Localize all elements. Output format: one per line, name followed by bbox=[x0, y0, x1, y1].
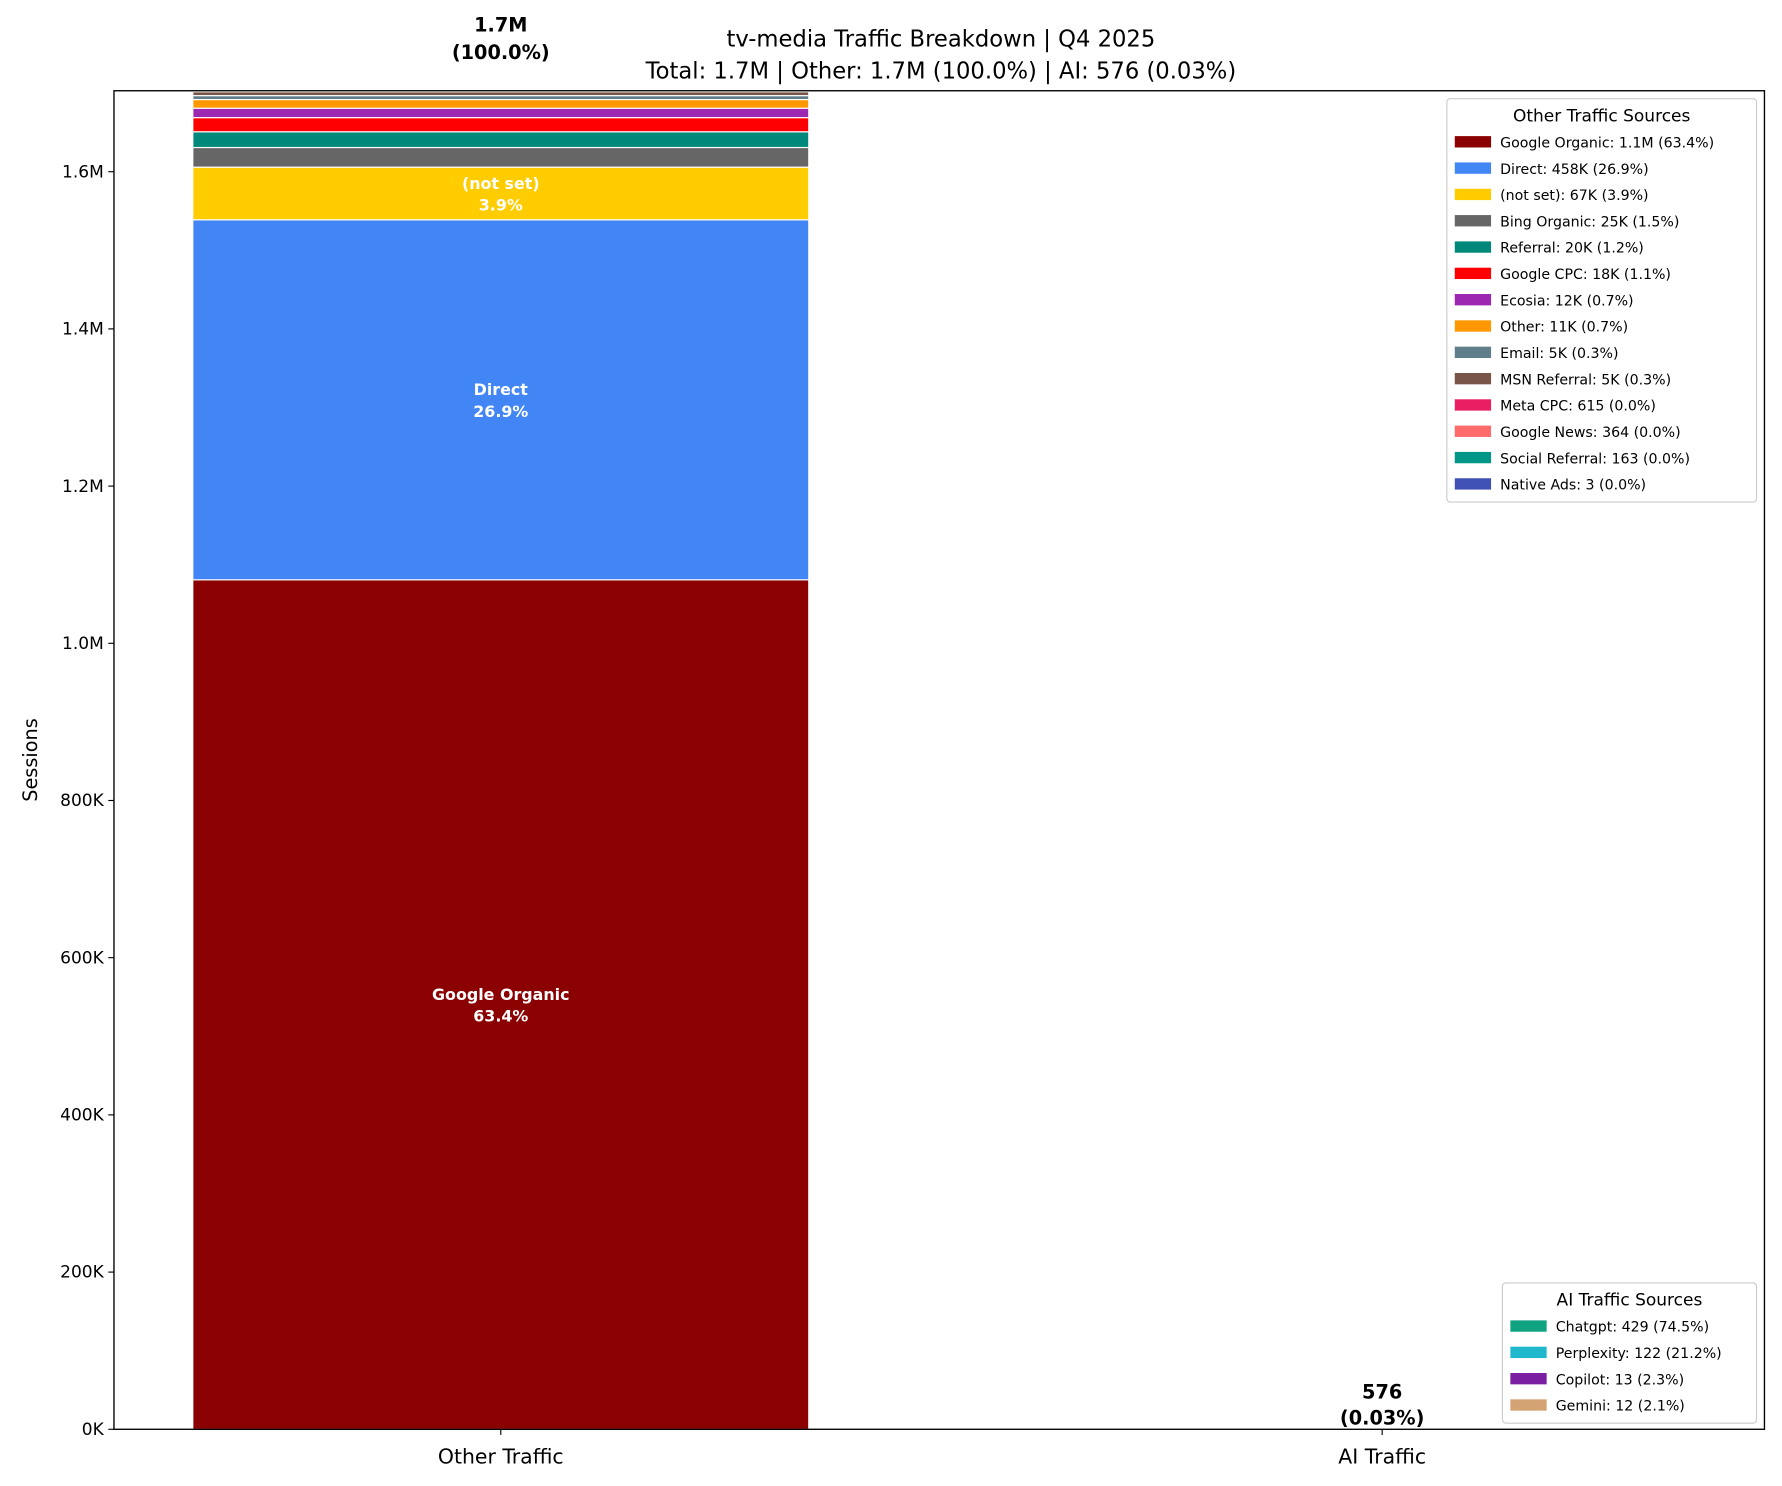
segment-label: (not set) bbox=[462, 174, 540, 193]
y-tick-label: 1.2M bbox=[62, 477, 104, 497]
legend-entry: Bing Organic: 25K (1.5%) bbox=[1500, 214, 1679, 230]
bar-total-pct: (100.0%) bbox=[452, 41, 550, 64]
legend-entry: Gemini: 12 (2.1%) bbox=[1556, 1399, 1685, 1415]
legend-swatch bbox=[1454, 136, 1492, 148]
bar-total-value: 1.7M bbox=[474, 14, 527, 37]
y-tick-label: 600K bbox=[60, 948, 104, 968]
legend-swatch bbox=[1454, 478, 1492, 490]
legend-entry: Direct: 458K (26.9%) bbox=[1500, 162, 1648, 178]
bar-segment-bing-organic bbox=[192, 146, 810, 168]
segment-label: Direct bbox=[474, 380, 529, 399]
legend-entry: Other: 11K (0.7%) bbox=[1500, 320, 1628, 336]
bar-segment-direct bbox=[192, 219, 810, 581]
legend-entry: Copilot: 13 (2.3%) bbox=[1556, 1372, 1684, 1388]
legend-swatch bbox=[1454, 372, 1492, 385]
legend-ai-sources: AI Traffic Sources Chatgpt: 429 (74.5%) Pe… bbox=[1501, 1282, 1758, 1424]
legend-entry: Perplexity: 122 (21.2%) bbox=[1556, 1346, 1722, 1362]
legend-box bbox=[1501, 1282, 1758, 1424]
legend-entry: Google Organic: 1.1M (63.4%) bbox=[1500, 135, 1714, 151]
legend-swatch bbox=[1454, 346, 1492, 359]
legend-entry: Meta CPC: 615 (0.0%) bbox=[1500, 399, 1656, 415]
bar-segment-msn-referral bbox=[192, 91, 810, 97]
bar-segment--not-set- bbox=[192, 166, 810, 221]
legend-box bbox=[1446, 98, 1758, 503]
y-tick-label: 200K bbox=[60, 1263, 104, 1283]
bars: Google Organic 63.4% Direct 26.9% (not set) 3… bbox=[192, 14, 1691, 1430]
x-tick-label: AI Traffic bbox=[1338, 1444, 1426, 1468]
y-axis-label: Sessions bbox=[19, 718, 42, 802]
legend-title: Other Traffic Sources bbox=[1513, 106, 1691, 126]
legend-entry: Native Ads: 3 (0.0%) bbox=[1500, 478, 1646, 494]
legend-swatch bbox=[1454, 399, 1492, 411]
legend-entry: Chatgpt: 429 (74.5%) bbox=[1556, 1320, 1709, 1336]
legend-other-sources: Other Traffic Sources Google Organic: 1.1… bbox=[1446, 98, 1758, 503]
legend-entry: (not set): 67K (3.9%) bbox=[1500, 188, 1648, 204]
legend-entry: Google CPC: 18K (1.1%) bbox=[1500, 267, 1671, 283]
chart-title: tv-media Traffic Breakdown | Q4 2025 bbox=[727, 27, 1156, 53]
legend-swatch bbox=[1510, 1399, 1547, 1411]
segment-pct-label: 26.9% bbox=[473, 402, 528, 421]
y-tick-label: 0K bbox=[82, 1420, 105, 1440]
y-tick-label: 800K bbox=[60, 791, 104, 811]
bar-segment-referral bbox=[192, 131, 810, 149]
legend-entry: Referral: 20K (1.2%) bbox=[1500, 241, 1644, 257]
legend-swatch bbox=[1454, 425, 1492, 437]
bar-segment-ecosia bbox=[192, 107, 810, 119]
legend-swatch bbox=[1454, 241, 1492, 253]
bar-segment-google-cpc bbox=[192, 117, 810, 133]
legend-entry: Social Referral: 163 (0.0%) bbox=[1500, 451, 1690, 467]
bar-segment-email bbox=[192, 95, 810, 101]
segment-label: Google Organic bbox=[432, 985, 570, 1004]
legend-swatch bbox=[1454, 162, 1492, 174]
bar-total-pct: (0.03%) bbox=[1340, 1407, 1424, 1430]
legend-swatch bbox=[1454, 451, 1492, 464]
legend-swatch bbox=[1454, 188, 1492, 201]
y-tick-label: 1.0M bbox=[62, 634, 104, 654]
legend-entry: Email: 5K (0.3%) bbox=[1500, 346, 1618, 362]
y-tick-label: 1.6M bbox=[62, 162, 104, 182]
y-tick-label: 1.4M bbox=[62, 320, 104, 340]
segment-pct-label: 3.9% bbox=[479, 195, 523, 214]
y-tick-label: 400K bbox=[60, 1106, 104, 1126]
legend-entry: Google News: 364 (0.0%) bbox=[1500, 425, 1680, 441]
legend-swatch bbox=[1454, 267, 1492, 280]
bar-segment-other bbox=[192, 98, 810, 109]
x-tick-label: Other Traffic bbox=[438, 1444, 564, 1468]
plot-frame bbox=[113, 90, 1766, 1430]
legend-title: AI Traffic Sources bbox=[1557, 1291, 1703, 1311]
legend-swatch bbox=[1454, 320, 1492, 332]
legend-swatch bbox=[1510, 1320, 1547, 1332]
legend-entry: MSN Referral: 5K (0.3%) bbox=[1500, 372, 1671, 388]
axes: 0K 200K 400K 600K 800K 1.0M 1.2M 1.4M 1.6M Other … bbox=[60, 162, 1426, 1468]
legend-swatch bbox=[1510, 1373, 1547, 1385]
legend-entry: Ecosia: 12K (0.7%) bbox=[1500, 293, 1633, 309]
bar-segment-google-organic bbox=[192, 579, 810, 1430]
bar-total-value: 576 bbox=[1362, 1381, 1402, 1404]
chart-subtitle: Total: 1.7M | Other: 1.7M (100.0%) | AI:… bbox=[645, 58, 1237, 84]
legend-swatch bbox=[1454, 215, 1492, 227]
segment-pct-label: 63.4% bbox=[473, 1007, 528, 1026]
legend-swatch bbox=[1510, 1346, 1547, 1359]
legend-swatch bbox=[1454, 294, 1492, 306]
